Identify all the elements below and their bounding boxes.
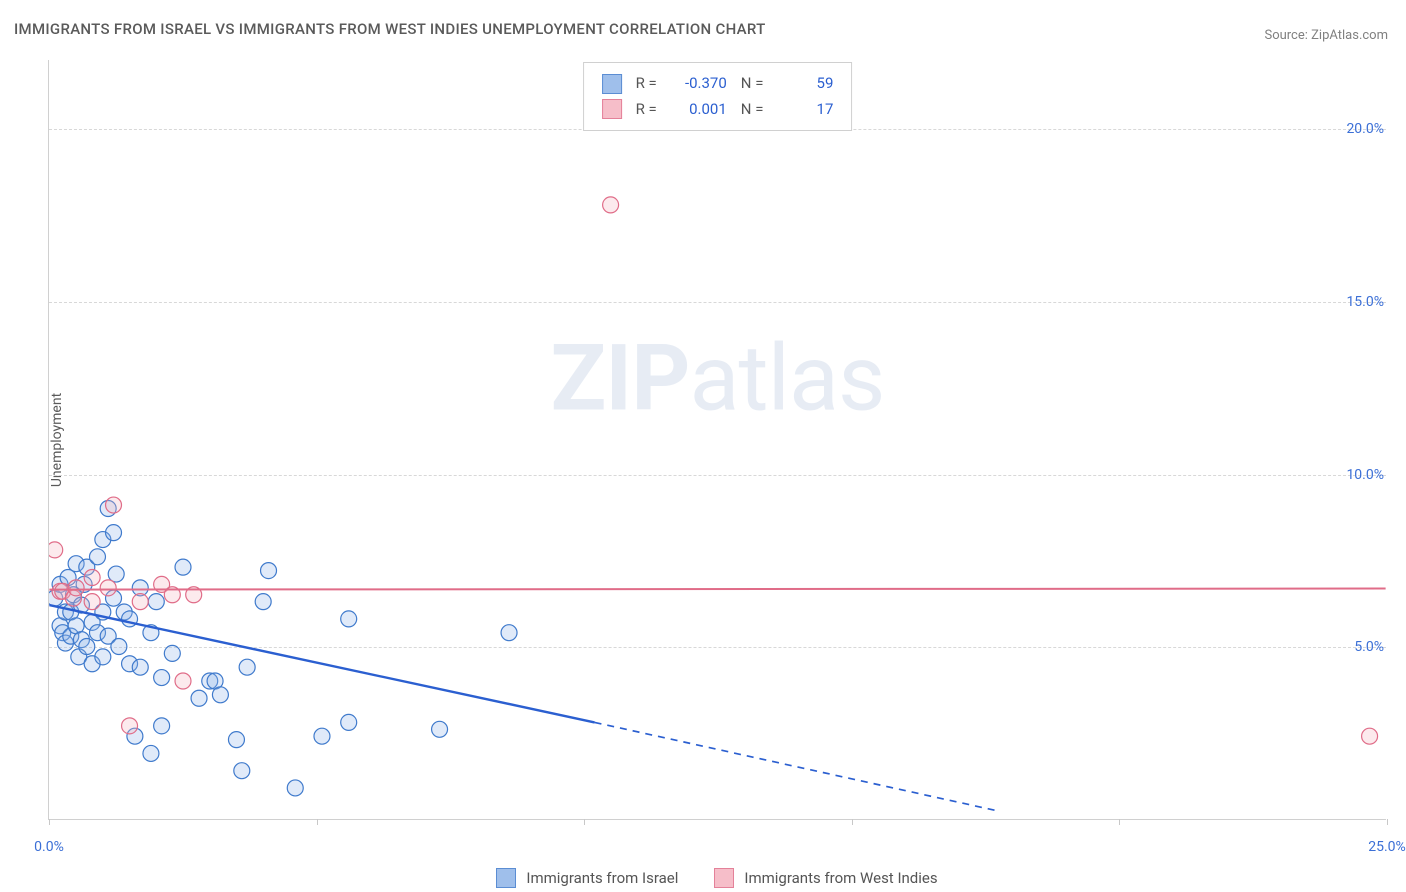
swatch-israel: [496, 868, 516, 888]
r-label: R =: [636, 97, 657, 123]
n-label: N =: [741, 97, 764, 123]
stats-row-westindies: R = 0.001 N = 17: [602, 97, 834, 123]
legend-label-westindies: Immigrants from West Indies: [744, 869, 937, 887]
stats-legend-box: R = -0.370 N = 59 R = 0.001 N = 17: [583, 62, 853, 131]
source-link[interactable]: ZipAtlas.com: [1311, 28, 1388, 43]
swatch-israel: [602, 74, 622, 94]
n-value-westindies: 17: [777, 97, 833, 123]
source-prefix: Source:: [1264, 28, 1311, 43]
source-attribution: Source: ZipAtlas.com: [1264, 28, 1388, 43]
x-tick-label: 25.0%: [1368, 839, 1406, 855]
stats-row-israel: R = -0.370 N = 59: [602, 71, 834, 97]
trendline-israel: [49, 605, 594, 722]
x-tick-mark: [1387, 819, 1388, 825]
trendline-west_indies: [49, 589, 1385, 590]
legend-item-israel: Immigrants from Israel: [496, 868, 678, 888]
legend-label-israel: Immigrants from Israel: [526, 869, 678, 887]
r-label: R =: [636, 71, 657, 97]
x-tick-mark: [584, 819, 585, 825]
x-tick-mark: [317, 819, 318, 825]
trend-lines-layer: [49, 60, 1386, 819]
plot-area: ZIPatlas R = -0.370 N = 59 R = 0.001 N =…: [48, 60, 1386, 820]
chart-title: IMMIGRANTS FROM ISRAEL VS IMMIGRANTS FRO…: [14, 20, 766, 38]
r-value-westindies: 0.001: [671, 97, 727, 123]
trendline-extrapolated-israel: [595, 722, 996, 810]
x-tick-mark: [49, 819, 50, 825]
swatch-westindies: [714, 868, 734, 888]
n-value-israel: 59: [777, 71, 833, 97]
legend-footer: Immigrants from Israel Immigrants from W…: [48, 868, 1386, 888]
r-value-israel: -0.370: [671, 71, 727, 97]
x-tick-mark: [1119, 819, 1120, 825]
swatch-westindies: [602, 99, 622, 119]
legend-item-westindies: Immigrants from West Indies: [714, 868, 937, 888]
n-label: N =: [741, 71, 764, 97]
x-tick-label: 0.0%: [34, 839, 64, 855]
x-tick-mark: [852, 819, 853, 825]
